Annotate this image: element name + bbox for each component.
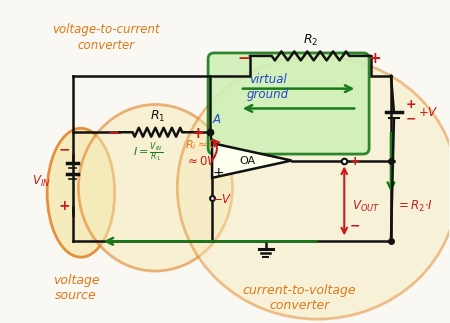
Text: source: source	[55, 289, 97, 302]
Text: voltage-to-current: voltage-to-current	[52, 23, 160, 36]
Text: −V: −V	[213, 193, 231, 206]
Text: $I = \frac{V_{IN}}{R_1}$: $I = \frac{V_{IN}}{R_1}$	[133, 140, 163, 164]
Text: −: −	[349, 219, 360, 233]
Ellipse shape	[177, 57, 450, 319]
Text: $V_{OUT}$: $V_{OUT}$	[352, 199, 380, 214]
Text: +: +	[349, 155, 360, 169]
Polygon shape	[212, 143, 292, 178]
Text: −: −	[238, 51, 250, 66]
Text: ${\approx}0V$: ${\approx}0V$	[185, 155, 218, 168]
Text: converter: converter	[270, 299, 330, 312]
Text: $R_i{\approx}0$: $R_i{\approx}0$	[185, 138, 217, 152]
Ellipse shape	[78, 105, 233, 271]
Text: −: −	[212, 138, 224, 152]
Text: +: +	[192, 126, 205, 141]
Text: +: +	[369, 51, 382, 66]
Text: converter: converter	[77, 39, 134, 52]
Text: voltage: voltage	[53, 274, 99, 287]
Text: −: −	[107, 126, 120, 141]
Text: $= R_2{\cdot}I$: $= R_2{\cdot}I$	[396, 199, 433, 214]
FancyBboxPatch shape	[208, 53, 369, 154]
Text: $R_2$: $R_2$	[303, 33, 318, 48]
Text: $R_1$: $R_1$	[150, 109, 165, 124]
Text: ground: ground	[247, 88, 289, 100]
Text: +: +	[58, 199, 70, 213]
Text: A: A	[213, 113, 221, 126]
Text: current-to-voltage: current-to-voltage	[243, 284, 356, 297]
Text: OA: OA	[240, 156, 256, 166]
FancyArrowPatch shape	[212, 140, 219, 160]
Text: $+V$: $+V$	[418, 106, 438, 120]
Text: virtual: virtual	[249, 73, 287, 86]
Ellipse shape	[47, 128, 115, 257]
Text: +: +	[212, 166, 224, 180]
Text: −: −	[406, 112, 416, 125]
Text: $V_{IN}$: $V_{IN}$	[32, 174, 50, 189]
Text: +: +	[406, 99, 417, 111]
Text: −: −	[58, 142, 70, 156]
